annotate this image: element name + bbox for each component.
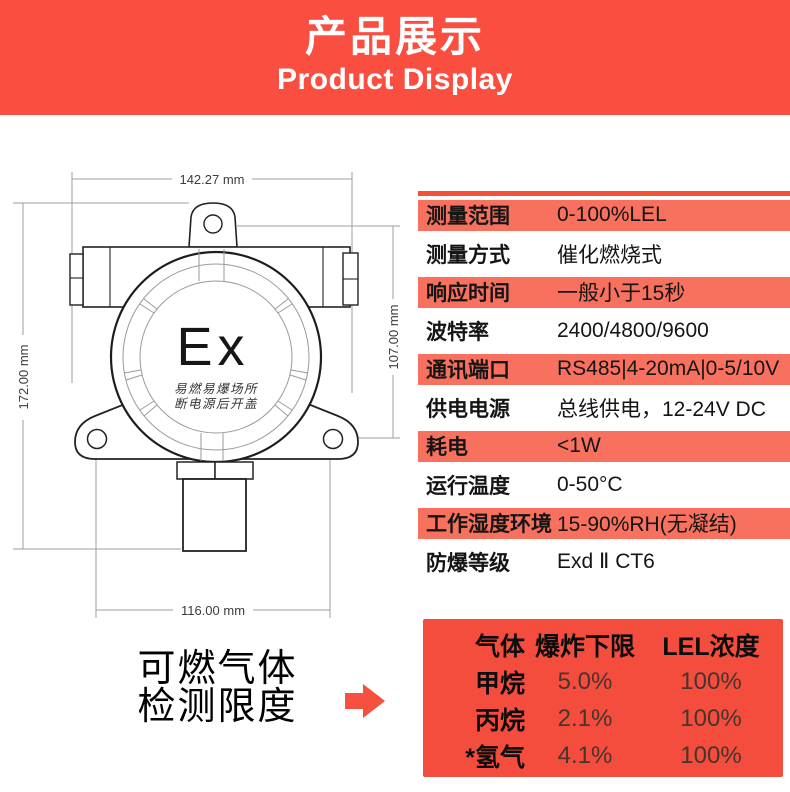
- device-technical-drawing: 142.27 mm 172.00 mm 107.00 mm 116.00 mm …: [13, 172, 401, 618]
- right-wing-hole: [322, 428, 344, 450]
- spec-row-measure-method: 测量方式 催化燃烧式: [418, 235, 790, 274]
- spec-label: 耗电: [426, 436, 468, 460]
- spec-row-power-supply: 供电电源 总线供电，12-24V DC: [418, 389, 790, 428]
- spec-value: 0-100%LEL: [557, 203, 667, 227]
- warning-text-line2: 断电源后开盖: [174, 396, 258, 411]
- device-outline: Ex 易燃易爆场所 断电源后开盖: [69, 202, 359, 552]
- spec-label: 波特率: [426, 320, 489, 344]
- gas-row-propane-name: 丙烷: [474, 706, 525, 735]
- spec-label: 测量范围: [426, 205, 510, 229]
- dimension-label-top: 142.27 mm: [179, 172, 244, 187]
- flange-ring-outer: [122, 263, 310, 451]
- gas-table-header-lel-concentration: LEL浓度: [662, 632, 760, 661]
- spec-value: 催化燃烧式: [557, 243, 662, 267]
- spec-value: RS485|4-20mA|0-5/10V: [557, 357, 780, 381]
- sensor-cylinder: [182, 478, 247, 552]
- flange-segments: [123, 249, 309, 461]
- spec-row-comm-port: 通讯端口 RS485|4-20mA|0-5/10V: [418, 350, 790, 389]
- banner-title-cn: 产品展示: [304, 13, 485, 60]
- spec-value: 总线供电，12-24V DC: [557, 397, 766, 421]
- dimension-label-left: 172.00 mm: [16, 344, 31, 409]
- gas-table: 气体 爆炸下限 LEL浓度 甲烷 5.0% 100% 丙烷 2.1% 100% …: [423, 619, 783, 777]
- spec-label: 防爆等级: [426, 551, 510, 575]
- warning-text-line1: 易燃易爆场所: [174, 381, 259, 396]
- gas-row-propane-limit: 2.1%: [557, 704, 613, 732]
- spec-row-explosion-proof-grade: 防爆等级 Exd Ⅱ CT6: [418, 543, 790, 582]
- spec-row-measure-range: 测量范围 0-100%LEL: [418, 196, 790, 235]
- arrow-right-icon: [345, 684, 385, 718]
- flange-ring-inner: [139, 280, 293, 434]
- sensor-nut-left: [176, 461, 216, 480]
- dimension-label-right: 107.00 mm: [386, 304, 401, 369]
- gas-row-propane-concentration: 100%: [680, 704, 742, 732]
- detection-caption-line1: 可燃气体: [137, 648, 298, 690]
- spec-row-baud-rate: 波特率 2400/4800/9600: [418, 312, 790, 351]
- spec-label: 响应时间: [426, 282, 510, 306]
- left-wing-hole: [86, 428, 108, 450]
- spec-value: 15-90%RH(无凝结): [557, 513, 737, 537]
- banner: 产品展示 Product Display: [0, 0, 790, 115]
- spec-row-consumption: 耗电 <1W: [418, 427, 790, 466]
- gas-table-header-explosion-limit: 爆炸下限: [534, 632, 635, 661]
- mounting-tab-hole: [203, 214, 223, 234]
- spec-label: 运行温度: [426, 474, 510, 498]
- dimension-label-bottom: 116.00 mm: [181, 603, 245, 618]
- spec-row-humidity: 工作湿度环境 15-90%RH(无凝结): [418, 504, 790, 543]
- detection-caption: 可燃气体 检测限度: [85, 650, 350, 726]
- gas-table-header-gas: 气体: [474, 632, 525, 661]
- spec-row-response-time: 响应时间 一般小于15秒: [418, 273, 790, 312]
- sensor-nut-right: [214, 461, 254, 480]
- gas-row-methane-name: 甲烷: [474, 669, 525, 698]
- spec-label: 供电电源: [426, 397, 510, 421]
- spec-value: Exd Ⅱ CT6: [557, 550, 655, 574]
- gas-row-hydrogen-limit: 4.1%: [557, 741, 613, 769]
- spec-label: 通讯端口: [426, 359, 510, 383]
- spec-table: 测量范围 0-100%LEL 测量方式 催化燃烧式 响应时间 一般小于15秒 波…: [418, 191, 790, 581]
- ex-mark: Ex: [176, 317, 249, 377]
- spec-label: 测量方式: [426, 243, 510, 267]
- spec-label: 工作湿度环境: [426, 513, 552, 537]
- spec-value: 一般小于15秒: [557, 282, 686, 306]
- gas-row-methane-limit: 5.0%: [557, 667, 613, 695]
- spec-value: <1W: [557, 434, 601, 458]
- gas-row-hydrogen-concentration: 100%: [680, 741, 742, 769]
- detection-caption-line2: 检测限度: [137, 686, 298, 728]
- spec-value: 2400/4800/9600: [557, 318, 709, 342]
- spec-row-operating-temp: 运行温度 0-50°C: [418, 466, 790, 505]
- gas-row-hydrogen-name: *氢气: [465, 743, 525, 772]
- spec-table-top-border: [418, 191, 790, 196]
- spec-value: 0-50°C: [557, 472, 623, 496]
- left-conduit: [69, 253, 84, 306]
- banner-title-en: Product Display: [277, 63, 513, 96]
- gas-row-methane-concentration: 100%: [680, 667, 742, 695]
